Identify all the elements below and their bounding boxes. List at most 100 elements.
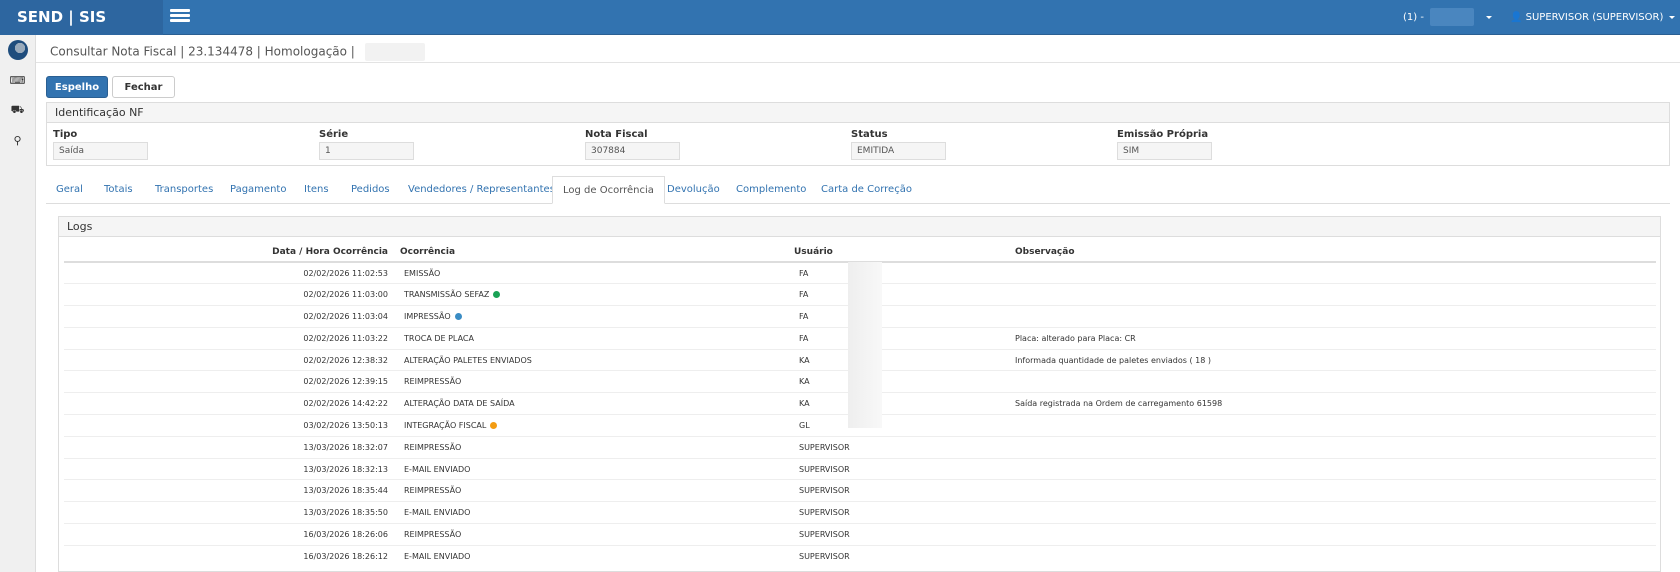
table-row: 02/02/2026 14:42:22 ALTERAÇÃO DATA DE SA… [64, 392, 1656, 415]
table-row: 13/03/2026 18:32:07 REIMPRESSÃO SUPERVIS… [64, 435, 1656, 459]
ocorrencia-text: ALTERAÇÃO PALETES ENVIADOS [404, 355, 532, 365]
cell-ocorrencia: IMPRESSÃO [394, 305, 794, 328]
cell-ocorrencia: ALTERAÇÃO DATA DE SAÍDA [394, 392, 794, 415]
tab-vendedores[interactable]: Vendedores / Representantes [408, 184, 555, 195]
cell-usuario: KA [794, 348, 1015, 371]
user-menu[interactable]: 👤 SUPERVISOR (SUPERVISOR) [1510, 0, 1676, 35]
table-row: 13/03/2026 18:35:44 REIMPRESSÃO SUPERVIS… [64, 479, 1656, 502]
ocorrencia-text: EMISSÃO [404, 268, 441, 278]
cell-usuario: FA [794, 261, 1015, 284]
cell-ocorrencia: REIMPRESSÃO [394, 479, 794, 502]
ocorrencia-text: REIMPRESSÃO [404, 442, 462, 452]
col-data[interactable]: Data / Hora Ocorrência [64, 243, 394, 263]
table-row: 16/03/2026 18:26:06 REIMPRESSÃO SUPERVIS… [64, 523, 1656, 546]
tab-devolucao[interactable]: Devolução [667, 184, 720, 195]
company-label: (1) - [1403, 12, 1424, 23]
tab-pedidos[interactable]: Pedidos [351, 184, 390, 195]
cell-data: 02/02/2026 12:39:15 [64, 370, 394, 393]
table-row: 02/02/2026 11:02:53 EMISSÃO FA [64, 261, 1656, 284]
cell-data: 13/03/2026 18:35:50 [64, 501, 394, 524]
logs-panel: Logs Data / Hora Ocorrência Ocorrência U… [58, 216, 1661, 572]
identificacao-panel: Identificação NF Tipo Saída Série 1 Nota F… [46, 102, 1670, 166]
ocorrencia-text: TROCA DE PLACA [404, 333, 474, 343]
cell-data: 02/02/2026 14:42:22 [64, 392, 394, 415]
cell-observacao [1015, 544, 1656, 568]
cell-data: 02/02/2026 12:38:32 [64, 348, 394, 371]
tab-itens[interactable]: Itens [304, 184, 329, 195]
cell-ocorrencia: REIMPRESSÃO [394, 435, 794, 459]
cell-ocorrencia: E-MAIL ENVIADO [394, 544, 794, 568]
tab-geral[interactable]: Geral [56, 184, 83, 195]
truck-icon[interactable]: ⛟ [10, 102, 25, 116]
company-selector[interactable]: (1) - [1403, 0, 1492, 35]
tab-pagamento[interactable]: Pagamento [230, 184, 287, 195]
tab-carta-correcao[interactable]: Carta de Correção [821, 184, 912, 195]
status-dot-icon [493, 291, 501, 299]
redacted-users [848, 262, 882, 428]
top-bar: SEND | SIS (1) - 👤 SUPERVISOR (SUPERVISO… [0, 0, 1680, 35]
tab-transportes[interactable]: Transportes [155, 184, 214, 195]
ocorrencia-text: INTEGRAÇÃO FISCAL [404, 420, 487, 430]
field-tipo: Tipo Saída [53, 129, 148, 160]
breadcrumb-text: Consultar Nota Fiscal | 23.134478 | Homo… [50, 44, 355, 59]
table-row: 02/02/2026 12:39:15 REIMPRESSÃO KA [64, 370, 1656, 393]
cell-observacao [1015, 305, 1656, 328]
user-name: SUPERVISOR (SUPERVISOR) [1525, 12, 1664, 23]
search-icon[interactable]: ⚲ [13, 133, 22, 147]
ocorrencia-text: E-MAIL ENVIADO [404, 508, 471, 518]
status-dot-icon [490, 421, 498, 429]
table-header: Data / Hora Ocorrência Ocorrência Usuári… [64, 243, 1656, 263]
sidebar-logo[interactable] [0, 35, 35, 65]
field-value: 307884 [585, 142, 680, 160]
logo-icon [7, 40, 28, 60]
field-label: Nota Fiscal [585, 129, 648, 140]
cell-usuario: FA [794, 283, 1015, 306]
cell-observacao [1015, 414, 1656, 437]
cell-ocorrencia: REIMPRESSÃO [394, 370, 794, 393]
panel-title: Identificação NF [47, 103, 1669, 123]
tab-totais[interactable]: Totais [104, 184, 133, 195]
cell-data: 13/03/2026 18:32:07 [64, 435, 394, 459]
tab-complemento[interactable]: Complemento [736, 184, 807, 195]
cell-observacao [1015, 523, 1656, 546]
field-nota-fiscal: Nota Fiscal 307884 [585, 129, 680, 160]
keyboard-icon[interactable]: ⌨ [9, 73, 26, 87]
ocorrencia-text: IMPRESSÃO [404, 311, 451, 321]
table-row: 16/03/2026 18:26:12 E-MAIL ENVIADO SUPER… [64, 544, 1656, 568]
table-row: 13/03/2026 18:35:50 E-MAIL ENVIADO SUPER… [64, 501, 1656, 524]
cell-usuario: SUPERVISOR [794, 544, 1015, 568]
field-label: Status [851, 129, 888, 140]
col-usuario[interactable]: Usuário [794, 243, 1015, 263]
cell-data: 02/02/2026 11:02:53 [64, 261, 394, 284]
field-emissao-propria: Emissão Própria SIM [1117, 129, 1212, 160]
cell-data: 02/02/2026 11:03:04 [64, 305, 394, 328]
cell-usuario: SUPERVISOR [794, 523, 1015, 546]
fechar-button[interactable]: Fechar [112, 76, 175, 98]
table-row: 13/03/2026 18:32:13 E-MAIL ENVIADO SUPER… [64, 457, 1656, 480]
field-value: SIM [1117, 142, 1212, 160]
table-row: 02/02/2026 11:03:00 TRANSMISSÃO SEFAZ FA [64, 283, 1656, 306]
field-status: Status EMITIDA [851, 129, 946, 160]
tab-bar: Geral Totais Transportes Pagamento Itens… [46, 176, 1670, 204]
col-observacao[interactable]: Observação [1015, 243, 1656, 263]
cell-observacao [1015, 261, 1656, 284]
cell-ocorrencia: ALTERAÇÃO PALETES ENVIADOS [394, 348, 794, 371]
espelho-button[interactable]: Espelho [46, 76, 108, 98]
ocorrencia-text: TRANSMISSÃO SEFAZ [404, 290, 490, 300]
cell-data: 16/03/2026 18:26:12 [64, 544, 394, 568]
field-label: Série [319, 129, 349, 140]
cell-usuario: SUPERVISOR [794, 457, 1015, 480]
menu-toggle-icon[interactable] [170, 9, 190, 25]
field-label: Emissão Própria [1117, 129, 1209, 140]
cell-data: 13/03/2026 18:35:44 [64, 479, 394, 502]
cell-usuario: FA [794, 305, 1015, 328]
caret-down-icon [1485, 15, 1492, 19]
col-ocorrencia[interactable]: Ocorrência [394, 243, 794, 263]
cell-observacao: Saída registrada na Ordem de carregament… [1015, 392, 1656, 415]
tab-log-ocorrencia[interactable]: Log de Ocorrência [552, 176, 665, 204]
cell-observacao: Placa: alterado para Placa: CR [1015, 326, 1656, 350]
cell-usuario: KA [794, 392, 1015, 415]
cell-observacao: Informada quantidade de paletes enviados… [1015, 348, 1656, 371]
cell-observacao [1015, 501, 1656, 524]
user-icon: 👤 [1510, 12, 1523, 23]
